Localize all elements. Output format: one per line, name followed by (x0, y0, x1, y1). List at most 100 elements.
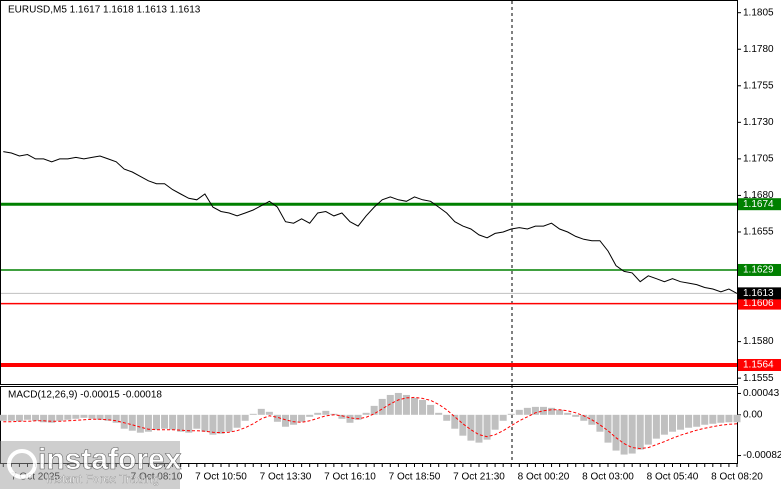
level-label-box (738, 358, 781, 371)
logo-tagline: Instant Forex Trading (46, 472, 159, 486)
logo-name: instaforex (38, 443, 182, 476)
macd-bar (177, 414, 185, 432)
macd-bar (402, 394, 410, 415)
macd-bar (128, 414, 136, 431)
macd-bar (193, 414, 201, 429)
macd-bar (40, 414, 48, 423)
level-label: 1.1564 (743, 360, 774, 371)
plot-layer: 1.18051.17801.17551.17301.17051.16801.16… (0, 7, 781, 483)
macd-bar (23, 414, 31, 420)
y-tick-label: 1.1680 (743, 190, 774, 201)
macd-bar (225, 414, 233, 432)
y-tick-label: 1.1805 (743, 7, 774, 18)
macd-bar (685, 414, 693, 428)
y-tick-label: 1.1655 (743, 227, 774, 238)
level-label-box (738, 297, 781, 310)
macd-bar (701, 414, 709, 425)
macd-bar (483, 414, 491, 440)
macd-bar (419, 399, 427, 415)
level-label: 1.1606 (743, 298, 774, 309)
macd-bar (7, 414, 15, 421)
x-tick-label: 8 Oct 05:40 (647, 472, 699, 483)
macd-bar (467, 414, 475, 441)
macd-bar (733, 414, 741, 423)
macd-bar (620, 414, 628, 455)
macd-bar (346, 414, 354, 423)
macd-bar (572, 414, 580, 417)
macd-bar (241, 414, 249, 421)
macd-bar (273, 414, 281, 422)
macd-bar (677, 414, 685, 430)
macd-bar (668, 414, 676, 432)
macd-bar (72, 414, 80, 419)
macd-bar (354, 414, 362, 420)
macd-bar (725, 414, 733, 423)
macd-bar (298, 414, 306, 422)
macd-bar (644, 414, 652, 445)
macd-bar (338, 414, 346, 419)
macd-bar (257, 408, 265, 415)
y-tick-label: 1.1555 (743, 373, 774, 384)
level-label: 1.1629 (743, 265, 774, 276)
x-tick-label: 7 Oct 08:10 (131, 472, 183, 483)
logo: instaforex Instant Forex Trading (0, 441, 182, 489)
chart-title: EURUSD,M5 1.1617 1.1618 1.1613 1.1613 (8, 5, 201, 16)
macd-bar (394, 392, 402, 415)
macd-bar (580, 414, 588, 421)
x-tick-label: 7 Oct 10:50 (195, 472, 247, 483)
macd-bar (693, 414, 701, 427)
macd-bar (451, 414, 459, 429)
signal-line (3, 396, 738, 450)
macd-bar (96, 414, 104, 420)
macd-bar (386, 394, 394, 415)
macd-bar (161, 414, 169, 429)
macd-bar (717, 414, 725, 423)
macd-bar (475, 414, 483, 443)
macd-bar (201, 414, 209, 432)
macd-bar (443, 414, 451, 421)
macd-bar (660, 414, 668, 435)
y-tick-label: 1.1730 (743, 117, 774, 128)
logo-icon (7, 449, 37, 479)
macd-bar (185, 414, 193, 433)
x-tick-label: 7 Oct 21:30 (453, 472, 505, 483)
macd-bar (628, 414, 636, 454)
macd-bar (249, 413, 257, 415)
macd-bar (378, 398, 386, 415)
last-price-label: 1.1613 (743, 288, 774, 299)
price-line (3, 151, 738, 294)
main-panel (0, 0, 738, 385)
last-price-box (738, 287, 781, 300)
y-tick-label: -0.00082 (743, 450, 781, 461)
x-tick-label: 8 Oct 08:20 (711, 472, 763, 483)
y-tick-label: 0.00043 (743, 388, 780, 399)
macd-bar (32, 414, 40, 421)
macd-bar (112, 414, 120, 423)
macd-bar (0, 414, 7, 421)
macd-bar (491, 414, 499, 430)
macd-bar (136, 414, 144, 433)
macd-bar (523, 407, 531, 415)
macd-bar (604, 414, 612, 443)
macd-bar (362, 412, 370, 415)
macd-bar (152, 414, 160, 430)
macd-bar (48, 414, 56, 423)
logo-backdrop (0, 441, 180, 489)
macd-bar (290, 414, 298, 425)
macd-bar (104, 414, 112, 421)
macd-bar (507, 413, 515, 415)
x-tick-label: 7 Oct 2025 (11, 472, 60, 483)
macd-bar (564, 412, 572, 415)
macd-bar (499, 414, 507, 421)
x-tick-label: 7 Oct 13:30 (260, 472, 312, 483)
macd-bar (435, 412, 443, 415)
macd-bar (306, 414, 314, 417)
x-tick-label: 8 Oct 00:20 (518, 472, 570, 483)
macd-bar (709, 414, 717, 424)
macd-bar (88, 414, 96, 419)
macd-bar (596, 414, 604, 432)
macd-bar (209, 414, 217, 435)
macd-bar (459, 414, 467, 436)
macd-bar (217, 414, 225, 434)
